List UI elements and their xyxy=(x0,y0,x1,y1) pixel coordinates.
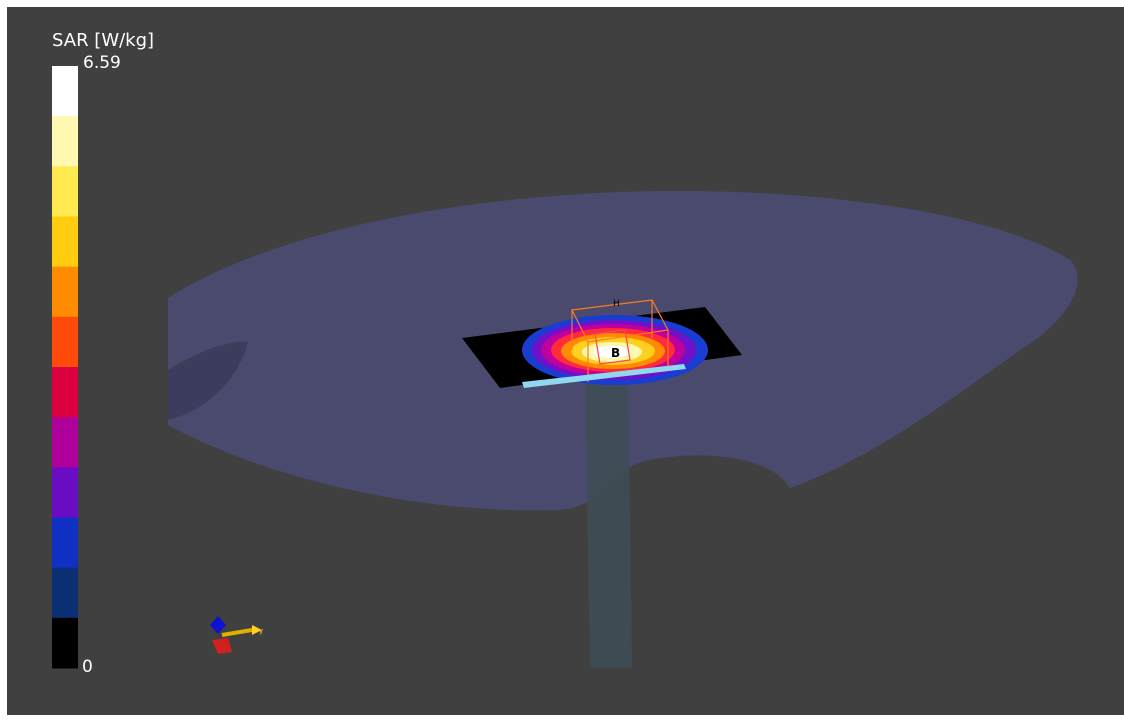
colorbar-title: SAR [W/kg] xyxy=(52,30,154,51)
volume-box xyxy=(571,299,669,382)
colorbar xyxy=(52,66,78,669)
phantom-ear xyxy=(168,341,248,420)
colorbar-segment xyxy=(52,467,78,518)
axis-label: y xyxy=(259,627,263,635)
sar-contour xyxy=(593,346,629,358)
colorbar-min: 0 xyxy=(82,657,93,677)
colorbar-segment xyxy=(52,266,78,318)
colorbar-segment xyxy=(52,116,78,167)
probe-label: B xyxy=(611,346,620,360)
colorbar-segment xyxy=(52,216,78,268)
colorbar-segment xyxy=(52,417,78,468)
colorbar-segment xyxy=(52,316,78,368)
colorbar-segment xyxy=(52,567,78,619)
colorbar-segment xyxy=(52,617,78,669)
axis-triad: y xyxy=(210,616,263,654)
colorbar-segment xyxy=(52,367,78,418)
colorbar-segment xyxy=(52,517,78,569)
colorbar-segment xyxy=(52,66,78,117)
device xyxy=(522,364,686,388)
probe-rod xyxy=(585,380,632,668)
colorbar-segment xyxy=(52,166,78,217)
box-label: H xyxy=(613,299,620,309)
colorbar-max: 6.59 xyxy=(83,53,121,73)
